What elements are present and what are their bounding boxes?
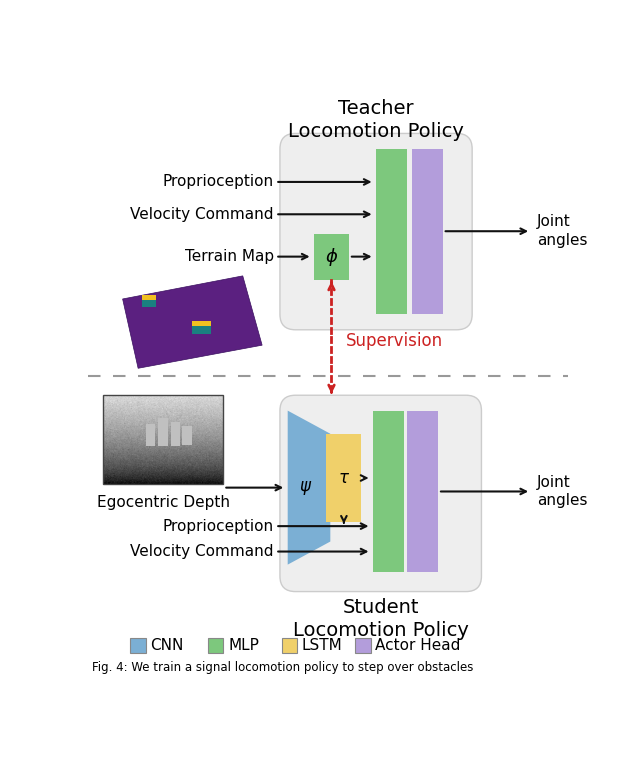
Text: Velocity Command: Velocity Command — [131, 206, 274, 222]
Text: Supervision: Supervision — [346, 332, 443, 351]
Bar — [314, 234, 349, 280]
Text: Teacher
Locomotion Policy: Teacher Locomotion Policy — [288, 99, 464, 141]
Text: Student
Locomotion Policy: Student Locomotion Policy — [292, 598, 468, 641]
Text: Actor Head: Actor Head — [375, 638, 461, 653]
Text: $\tau$: $\tau$ — [338, 469, 350, 487]
Text: Fig. 4: We train a signal locomotion policy to step over obstacles: Fig. 4: We train a signal locomotion pol… — [92, 660, 473, 673]
Bar — [157, 418, 168, 446]
Bar — [208, 638, 223, 653]
Text: $\phi$: $\phi$ — [325, 246, 338, 268]
Bar — [193, 325, 211, 335]
FancyBboxPatch shape — [280, 134, 472, 329]
Bar — [326, 433, 362, 522]
Bar — [355, 638, 371, 653]
Bar — [142, 295, 156, 300]
Bar — [142, 299, 156, 307]
Text: MLP: MLP — [228, 638, 259, 653]
Bar — [376, 149, 407, 314]
Text: Terrain Map: Terrain Map — [184, 249, 274, 264]
Text: Egocentric Depth: Egocentric Depth — [97, 495, 230, 509]
Polygon shape — [123, 276, 262, 368]
Bar — [282, 638, 297, 653]
Bar — [193, 320, 211, 326]
Text: Proprioception: Proprioception — [163, 518, 274, 534]
Text: $\psi$: $\psi$ — [299, 479, 312, 496]
Bar — [103, 395, 223, 483]
Text: LSTM: LSTM — [301, 638, 342, 653]
Bar — [146, 424, 155, 446]
Text: Joint
angles: Joint angles — [537, 215, 588, 248]
Text: Proprioception: Proprioception — [163, 175, 274, 190]
Text: Velocity Command: Velocity Command — [131, 544, 274, 559]
Bar — [131, 638, 146, 653]
Polygon shape — [288, 411, 330, 565]
Bar — [182, 426, 191, 445]
Bar — [373, 411, 404, 572]
FancyBboxPatch shape — [280, 395, 481, 591]
Bar — [407, 411, 438, 572]
Bar — [412, 149, 443, 314]
Text: CNN: CNN — [150, 638, 184, 653]
Bar — [171, 422, 180, 446]
Text: Joint
angles: Joint angles — [537, 474, 588, 509]
